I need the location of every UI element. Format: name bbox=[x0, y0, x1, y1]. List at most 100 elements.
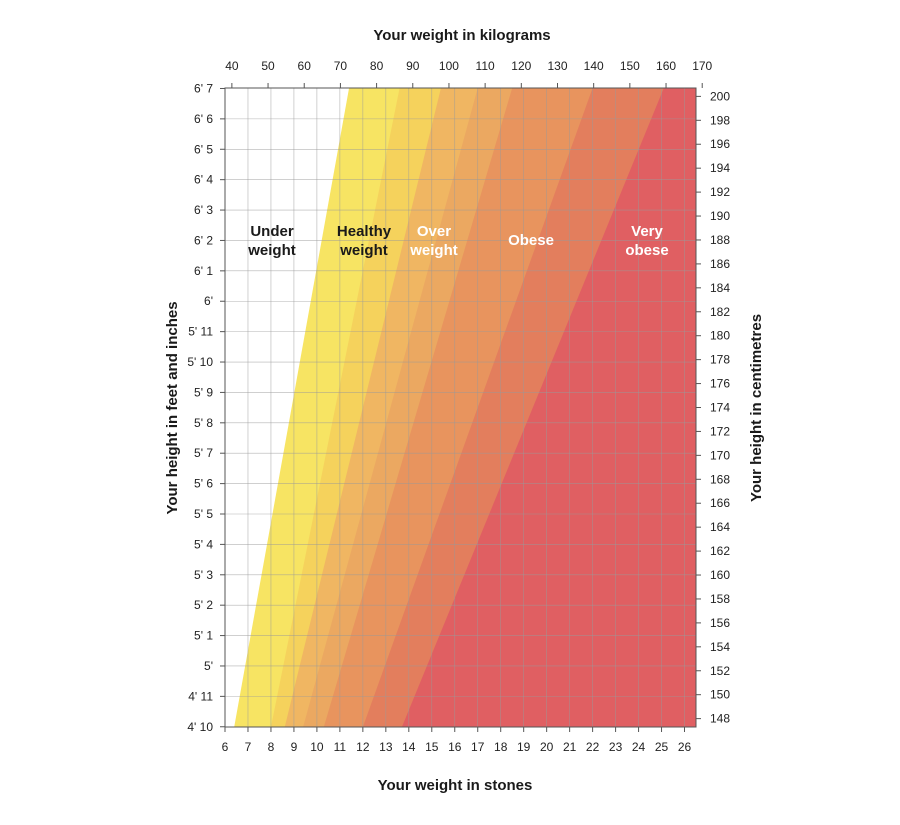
feet-tick-label: 5' 7 bbox=[194, 446, 213, 460]
cm-tick-label: 190 bbox=[710, 209, 730, 223]
zone-label-line: weight bbox=[247, 242, 296, 259]
zone-label-line: Very bbox=[631, 223, 663, 240]
feet-tick-label: 6' 7 bbox=[194, 81, 213, 95]
zone-label: Healthy weight bbox=[337, 223, 392, 259]
cm-tick-label: 174 bbox=[710, 401, 730, 415]
stone-tick-label: 19 bbox=[517, 740, 531, 754]
cm-tick-label: 194 bbox=[710, 161, 730, 175]
feet-tick-label: 6' 5 bbox=[194, 142, 213, 156]
stone-tick-label: 10 bbox=[310, 740, 324, 754]
stone-tick-label: 17 bbox=[471, 740, 485, 754]
cm-tick-label: 154 bbox=[710, 640, 730, 654]
cm-tick-label: 150 bbox=[710, 688, 730, 702]
feet-tick-label: 5' 10 bbox=[187, 355, 213, 369]
bmi-zones bbox=[225, 88, 696, 727]
feet-tick-label: 6' 1 bbox=[194, 264, 213, 278]
cm-tick-label: 186 bbox=[710, 257, 730, 271]
stone-tick-label: 7 bbox=[245, 740, 252, 754]
cm-tick-label: 196 bbox=[710, 137, 730, 151]
kg-tick-label: 130 bbox=[547, 59, 567, 73]
feet-tick-label: 5' 3 bbox=[194, 568, 213, 582]
cm-tick-label: 180 bbox=[710, 329, 730, 343]
zone-label-line: obese bbox=[625, 242, 668, 259]
stone-tick-label: 16 bbox=[448, 740, 462, 754]
stone-tick-label: 23 bbox=[609, 740, 623, 754]
stone-tick-label: 8 bbox=[268, 740, 275, 754]
cm-tick-label: 188 bbox=[710, 233, 730, 247]
feet-tick-label: 4' 11 bbox=[188, 689, 213, 703]
kg-tick-label: 80 bbox=[370, 59, 384, 73]
stone-tick-label: 25 bbox=[655, 740, 669, 754]
zone-label-line: Under bbox=[250, 223, 294, 240]
x-top-axis-title: Your weight in kilograms bbox=[373, 27, 550, 44]
stone-tick-label: 11 bbox=[334, 740, 347, 754]
kg-tick-label: 120 bbox=[511, 59, 531, 73]
stone-tick-label: 18 bbox=[494, 740, 508, 754]
stone-tick-label: 15 bbox=[425, 740, 439, 754]
cm-tick-label: 200 bbox=[710, 89, 730, 103]
zone-label-line: weight bbox=[409, 242, 458, 259]
feet-tick-label: 5' 5 bbox=[194, 507, 213, 521]
cm-tick-label: 168 bbox=[710, 472, 730, 486]
kg-tick-label: 110 bbox=[476, 59, 495, 73]
cm-tick-label: 182 bbox=[710, 305, 730, 319]
feet-tick-label: 6' 6 bbox=[194, 112, 213, 126]
stone-tick-label: 21 bbox=[563, 740, 577, 754]
kg-tick-label: 160 bbox=[656, 59, 676, 73]
kg-tick-label: 60 bbox=[298, 59, 312, 73]
cm-tick-label: 172 bbox=[710, 424, 730, 438]
cm-tick-label: 160 bbox=[710, 568, 730, 582]
x-bottom-axis-title: Your weight in stones bbox=[378, 777, 533, 794]
feet-tick-label: 4' 10 bbox=[187, 720, 213, 734]
cm-tick-label: 162 bbox=[710, 544, 730, 558]
kg-tick-label: 70 bbox=[334, 59, 348, 73]
feet-tick-label: 6' 4 bbox=[194, 173, 213, 187]
cm-tick-label: 166 bbox=[710, 496, 730, 510]
feet-tick-label: 5' 4 bbox=[194, 537, 213, 551]
cm-tick-label: 152 bbox=[710, 664, 730, 678]
kg-tick-label: 40 bbox=[225, 59, 239, 73]
stone-tick-label: 12 bbox=[356, 740, 370, 754]
feet-tick-label: 5' 6 bbox=[194, 477, 213, 491]
zone-label: Very obese bbox=[625, 223, 668, 259]
y-left-axis-title: Your height in feet and inches bbox=[164, 301, 181, 514]
kg-tick-label: 100 bbox=[439, 59, 459, 73]
cm-tick-label: 198 bbox=[710, 113, 730, 127]
axis-ticks: 40 50 60 70 80 90 100 110 120 130 140 150 160 170 6 7 8 9… bbox=[187, 59, 730, 754]
cm-tick-label: 192 bbox=[710, 185, 730, 199]
zone-label: Over weight bbox=[409, 223, 458, 259]
cm-tick-label: 184 bbox=[710, 281, 730, 295]
feet-tick-label: 5' 8 bbox=[194, 416, 213, 430]
stone-tick-label: 26 bbox=[678, 740, 692, 754]
cm-tick-label: 158 bbox=[710, 592, 730, 606]
feet-tick-label: 6' bbox=[204, 294, 213, 308]
kg-tick-label: 170 bbox=[692, 59, 712, 73]
stone-tick-label: 6 bbox=[222, 740, 229, 754]
feet-tick-label: 5' 2 bbox=[194, 598, 213, 612]
zone-labels: Under weight Healthy weight Over weight Obese V… bbox=[247, 223, 668, 259]
kg-tick-label: 140 bbox=[584, 59, 604, 73]
stone-tick-label: 22 bbox=[586, 740, 600, 754]
cm-tick-label: 178 bbox=[710, 353, 730, 367]
feet-tick-label: 5' 11 bbox=[188, 325, 213, 339]
zone-very-obese bbox=[401, 88, 696, 727]
cm-tick-label: 148 bbox=[710, 712, 730, 726]
zone-label-line: Obese bbox=[508, 232, 554, 249]
kg-tick-label: 150 bbox=[620, 59, 640, 73]
chart-grid bbox=[225, 88, 696, 727]
cm-tick-label: 176 bbox=[710, 377, 730, 391]
stone-tick-label: 24 bbox=[632, 740, 646, 754]
cm-tick-label: 164 bbox=[710, 520, 730, 534]
feet-tick-label: 5' 9 bbox=[194, 385, 213, 399]
zone-label: Under weight bbox=[247, 223, 296, 259]
feet-tick-label: 5' bbox=[204, 659, 213, 673]
cm-tick-label: 170 bbox=[710, 448, 730, 462]
stone-tick-label: 14 bbox=[402, 740, 416, 754]
kg-tick-label: 50 bbox=[261, 59, 275, 73]
y-right-axis-title: Your height in centimetres bbox=[748, 314, 765, 502]
stone-tick-label: 9 bbox=[291, 740, 298, 754]
feet-tick-label: 5' 1 bbox=[194, 629, 213, 643]
zone-label-line: weight bbox=[339, 242, 388, 259]
feet-tick-label: 6' 2 bbox=[194, 233, 213, 247]
